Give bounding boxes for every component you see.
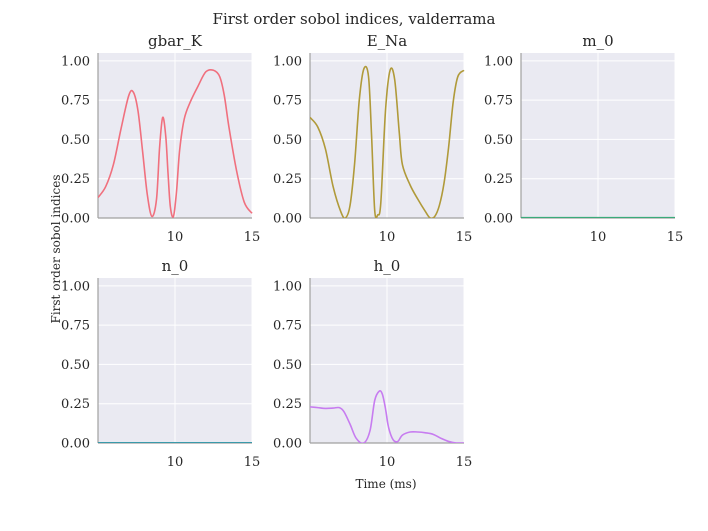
y-tick-label: 0.25 bbox=[61, 172, 90, 187]
x-tick-label: 15 bbox=[667, 230, 684, 245]
y-tick-label: 0.50 bbox=[61, 133, 90, 148]
subplot-title: m_0 bbox=[582, 32, 613, 50]
y-tick-label: 0.50 bbox=[61, 358, 90, 373]
y-tick-label: 1.00 bbox=[61, 54, 90, 69]
y-tick-label: 0.50 bbox=[273, 358, 302, 373]
x-tick-label: 10 bbox=[379, 455, 396, 470]
x-tick-label: 15 bbox=[244, 455, 261, 470]
y-tick-label: 0.50 bbox=[273, 133, 302, 148]
x-axis-label: Time (ms) bbox=[355, 477, 416, 491]
y-tick-label: 0.00 bbox=[61, 437, 90, 452]
x-tick-label: 10 bbox=[167, 230, 184, 245]
subplot-title: gbar_K bbox=[148, 32, 203, 50]
y-tick-label: 0.75 bbox=[273, 319, 302, 334]
y-tick-label: 1.00 bbox=[484, 54, 513, 69]
y-tick-label: 0.75 bbox=[273, 94, 302, 109]
subplot-2: 0.00 0.25 0.50 0.75 1.00 10 15 E_Na bbox=[273, 32, 472, 245]
y-tick-label: 0.50 bbox=[484, 133, 513, 148]
y-tick-label: 0.25 bbox=[61, 397, 90, 412]
x-tick-label: 15 bbox=[456, 230, 473, 245]
series-line bbox=[310, 389, 464, 443]
x-tick-label: 10 bbox=[379, 230, 396, 245]
subplot-title: h_0 bbox=[374, 257, 401, 275]
y-tick-label: 0.75 bbox=[484, 94, 513, 109]
y-tick-label: 1.00 bbox=[273, 279, 302, 294]
y-tick-label: 0.00 bbox=[273, 437, 302, 452]
subplot-3: 0.00 0.25 0.50 0.75 1.00 10 15 m_0 bbox=[484, 32, 683, 245]
x-tick-label: 15 bbox=[456, 455, 473, 470]
y-tick-label: 0.00 bbox=[484, 212, 513, 227]
y-tick-label: 1.00 bbox=[273, 54, 302, 69]
y-tick-label: 1.00 bbox=[61, 279, 90, 294]
subplot-4: 0.00 0.25 0.50 0.75 1.00 10 15 n_0 bbox=[61, 257, 260, 470]
y-tick-label: 0.25 bbox=[273, 397, 302, 412]
x-tick-label: 10 bbox=[590, 230, 607, 245]
y-tick-label: 0.00 bbox=[61, 212, 90, 227]
figure-title: First order sobol indices, valderrama bbox=[213, 10, 496, 28]
subplot-title: E_Na bbox=[367, 32, 408, 50]
subplot-1: 0.00 0.25 0.50 0.75 1.00 10 15 gbar_K bbox=[61, 32, 260, 245]
subplot-title: n_0 bbox=[162, 257, 189, 275]
y-tick-label: 0.75 bbox=[61, 94, 90, 109]
y-tick-label: 0.00 bbox=[273, 212, 302, 227]
x-tick-label: 10 bbox=[167, 455, 184, 470]
series-line bbox=[98, 68, 253, 218]
y-tick-label: 0.75 bbox=[61, 319, 90, 334]
y-axis-label: First order sobol indices bbox=[49, 175, 63, 324]
x-tick-label: 15 bbox=[244, 230, 261, 245]
y-tick-label: 0.25 bbox=[273, 172, 302, 187]
subplot-5: 0.00 0.25 0.50 0.75 1.00 10 15 h_0 bbox=[273, 257, 472, 470]
y-tick-label: 0.25 bbox=[484, 172, 513, 187]
series-line bbox=[310, 65, 465, 218]
